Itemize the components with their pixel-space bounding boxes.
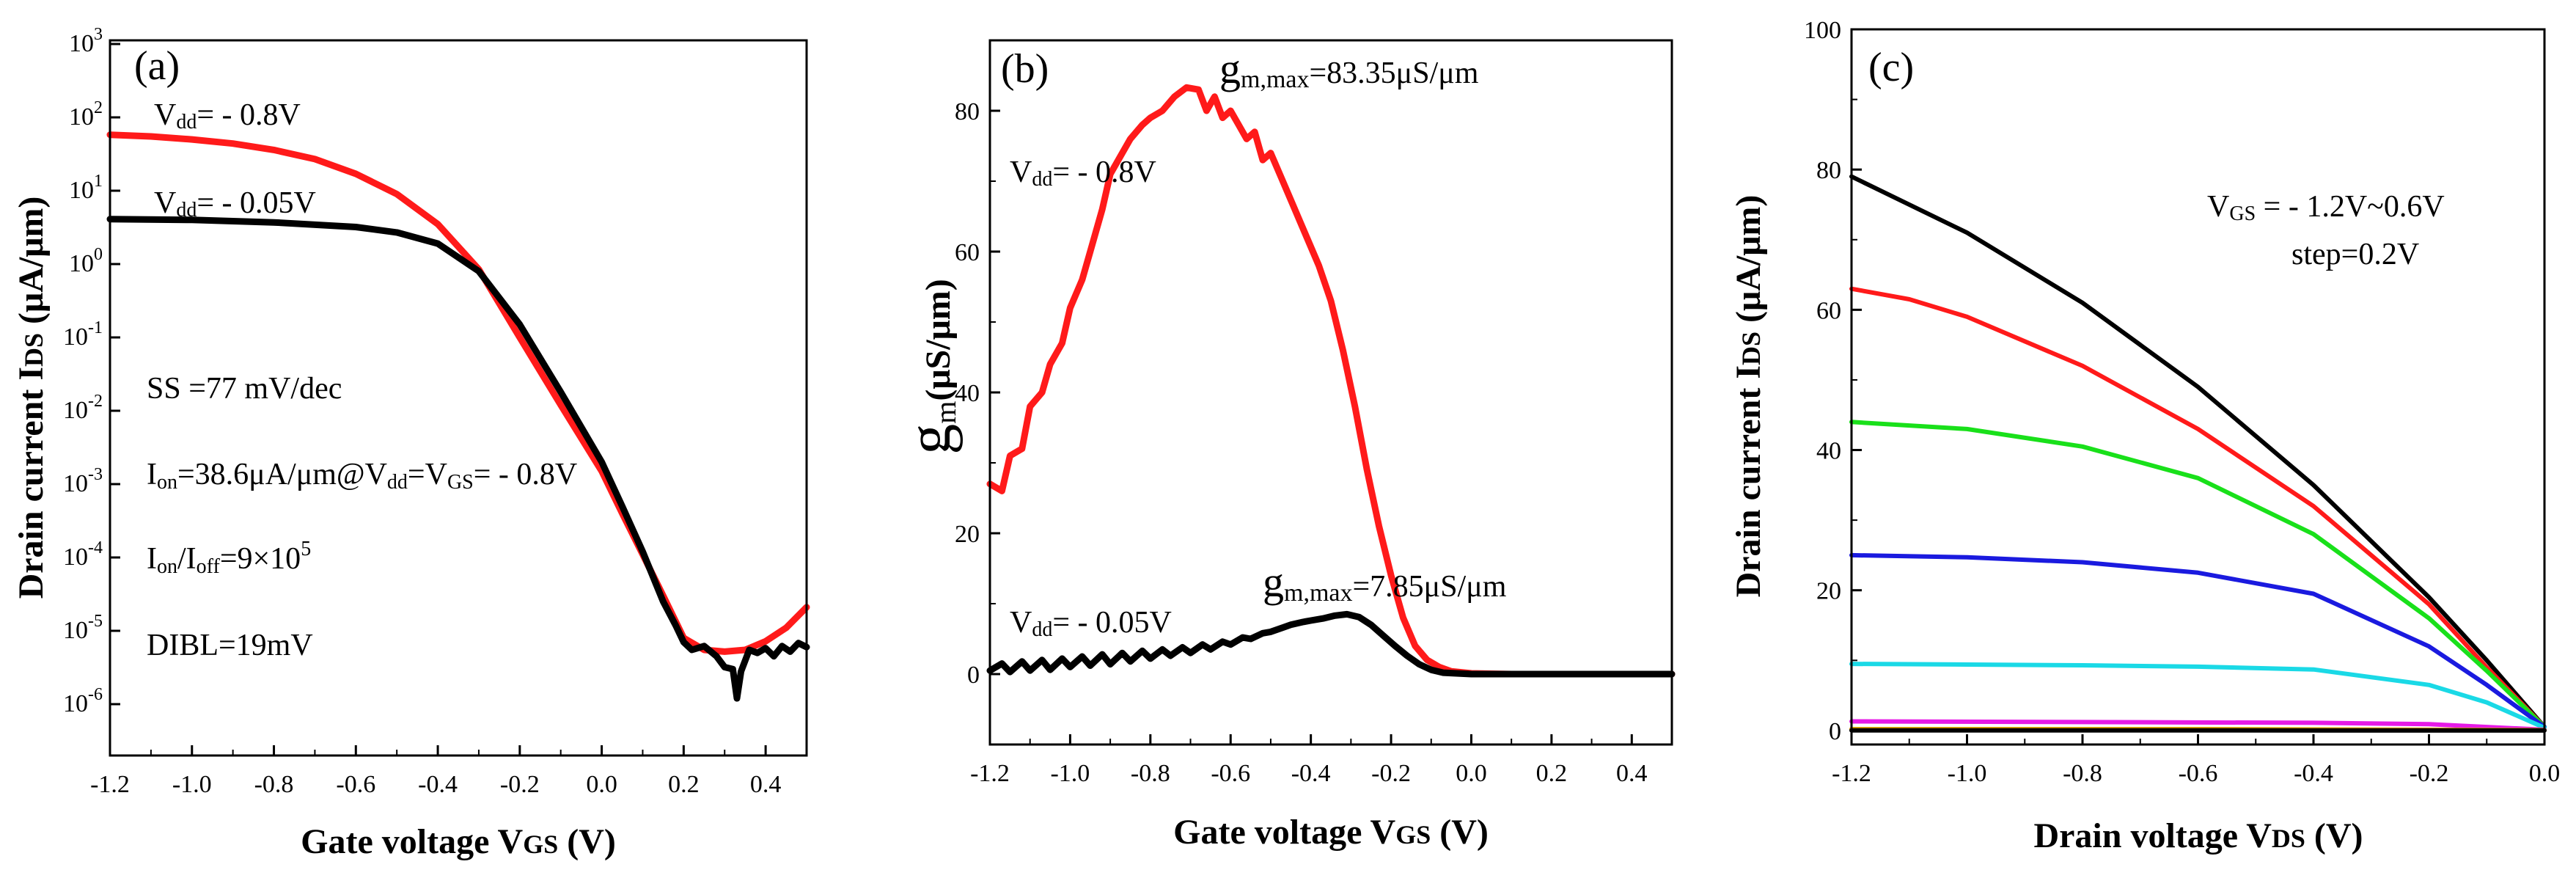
y-tick-label: 60 (955, 239, 980, 266)
y-tick-label: 10-6 (63, 685, 103, 717)
y-tick-label: 80 (1816, 157, 1841, 184)
series-line-1 (106, 131, 810, 655)
panel-b-xlabel: Gate voltage VGS (V) (1173, 813, 1489, 852)
panel-a-frame (109, 39, 808, 757)
x-tick-label: -1.2 (1832, 760, 1871, 787)
series-line-2 (986, 610, 1676, 678)
y-tick-label: 60 (1816, 297, 1841, 324)
y-tick-label: 10-1 (63, 318, 103, 351)
x-tick-label: -0.4 (418, 771, 458, 798)
series-line-4 (1849, 552, 2547, 730)
x-tick-label: -0.2 (500, 771, 540, 798)
y-tick-label: 10-3 (63, 465, 103, 497)
series-line-1 (1849, 174, 2547, 730)
y-tick-label: 101 (69, 172, 103, 204)
x-tick-label: -1.0 (172, 771, 212, 798)
x-tick-label: -0.4 (2294, 760, 2333, 787)
panel-c-annotation-step: step=0.2V (2291, 238, 2419, 271)
x-tick-label: -0.8 (1131, 760, 1170, 787)
x-tick-label: -0.6 (2179, 760, 2218, 787)
x-tick-label: -0.2 (1371, 760, 1411, 787)
panel-c-ticks: -1.2 -1.0 -0.8 -0.6 -0.4 -0.2 0.0 0 20 40 60 80 100 (1804, 17, 2560, 787)
panel-c-ylabel: Drain current IDS (μA/μm) (1729, 195, 1768, 598)
panel-a-annotation-vdd08: Vdd= - 0.8V (154, 98, 301, 133)
panel-b-series (986, 84, 1676, 678)
y-tick-label: 80 (955, 98, 980, 125)
y-tick-label: 20 (1816, 578, 1841, 605)
x-tick-label: -1.0 (1050, 760, 1090, 787)
y-tick-label: 100 (69, 245, 103, 277)
panel-a-annotation-ss: SS =77 mV/dec (147, 372, 342, 406)
panel-b-ticks: -1.2 -1.0 -0.8 -0.6 -0.4 -0.2 0.0 0.2 0.4 0 20 40 60… (955, 98, 1648, 787)
y-tick-label: 103 (69, 25, 103, 57)
x-tick-label: 0.4 (750, 771, 782, 798)
panel-a-annotation-vdd005: Vdd= - 0.05V (154, 186, 316, 222)
panel-a-label: (a) (134, 43, 180, 89)
x-tick-label: -0.8 (2063, 760, 2102, 787)
x-tick-label: -1.2 (970, 760, 1010, 787)
series-line-3 (1849, 420, 2547, 730)
panel-a-annotation-dibl: DIBL=19mV (147, 629, 313, 662)
x-tick-label: -1.2 (90, 771, 130, 798)
panel-b-annotation-vdd08: Vdd= - 0.8V (1010, 156, 1156, 191)
series-line-1 (986, 84, 1676, 678)
panel-a-ylabel: Drain current IDS (μA/μm) (12, 197, 51, 599)
y-tick-label: 20 (955, 521, 980, 548)
x-tick-label: 0.4 (1616, 760, 1648, 787)
series-line-6 (1849, 719, 2547, 732)
panel-a-series (106, 131, 810, 702)
x-tick-label: -0.4 (1291, 760, 1331, 787)
y-tick-label: 0 (967, 662, 980, 689)
series-line-5 (1849, 662, 2547, 731)
x-tick-label: -0.6 (1211, 760, 1250, 787)
panel-c: -1.2 -1.0 -0.8 -0.6 -0.4 -0.2 0.0020406080100 … (1729, 17, 2560, 855)
x-tick-label: -1.0 (1948, 760, 1987, 787)
x-tick-label: -0.6 (336, 771, 375, 798)
x-tick-label: 0.0 (2529, 760, 2561, 787)
panel-b-annotation-gmax-red: gm,max=83.35μS/μm (1219, 45, 1479, 93)
panel-a-annotation-ion: Ion=38.6μA/μm@Vdd=VGS= - 0.8V (147, 458, 577, 494)
series-line-2 (1849, 286, 2547, 730)
panel-c-label: (c) (1868, 45, 1914, 90)
panel-b-annotation-vdd005: Vdd= - 0.05V (1010, 606, 1172, 641)
panel-c-annotation-vgs: VGS = - 1.2V~0.6V (2207, 190, 2445, 225)
panel-a-xlabel: Gate voltage VGS (V) (301, 822, 616, 861)
y-tick-label: 0 (1829, 718, 1841, 745)
y-tick-label: 100 (1804, 17, 1841, 44)
x-tick-label: 0.0 (1456, 760, 1487, 787)
panel-c-xlabel: Drain voltage VDS (V) (2033, 816, 2363, 855)
panel-c-series (1849, 174, 2547, 733)
y-tick-label: 40 (955, 380, 980, 407)
x-tick-label: -0.2 (2410, 760, 2449, 787)
panel-b: -1.2 -1.0 -0.8 -0.6 -0.4 -0.2 0.0 0.2 0.4 0 20 40 60… (895, 39, 1676, 852)
panel-b-annotation-gmax-black: gm,max=7.85μS/μm (1263, 558, 1507, 607)
x-tick-label: 0.0 (586, 771, 617, 798)
y-tick-label: 102 (69, 98, 103, 131)
x-tick-label: 0.2 (668, 771, 700, 798)
y-tick-label: 10-5 (63, 612, 103, 644)
panel-a-ticks: -1.2 -1.0 -0.8 -0.6 -0.4 -0.2 0.0 0.2 0.4 103 102 1… (63, 25, 781, 798)
x-tick-label: 0.2 (1536, 760, 1568, 787)
x-tick-label: -0.8 (254, 771, 294, 798)
y-tick-label: 10-4 (63, 538, 103, 571)
panel-b-ylabel: gm(μS/μm) (895, 279, 964, 455)
panel-a: -1.2 -1.0 -0.8 -0.6 -0.4 -0.2 0.0 0.2 0.4 103 102 1… (12, 25, 810, 861)
y-tick-label: 40 (1816, 438, 1841, 465)
series-line-2 (106, 216, 810, 702)
y-tick-label: 10-2 (63, 392, 103, 424)
panel-a-annotation-ratio: Ion/Ioff=9×105 (147, 538, 311, 578)
panel-b-label: (b) (1001, 46, 1049, 92)
